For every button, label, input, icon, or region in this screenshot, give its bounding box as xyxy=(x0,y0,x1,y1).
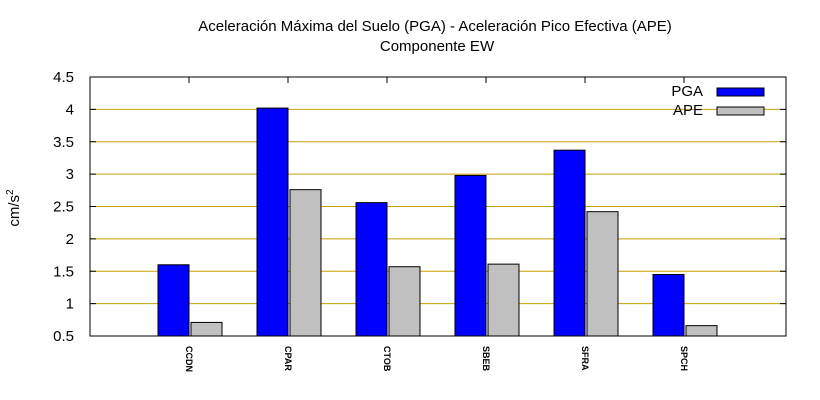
grid-lines xyxy=(90,108,786,305)
y-tick-label: 1 xyxy=(66,296,74,313)
bar-ape-sfra xyxy=(586,211,619,337)
y-axis-label: cm/s2 xyxy=(5,189,23,227)
x-tick-label: CCDN xyxy=(184,346,194,372)
bar-ape-ctob xyxy=(388,266,421,337)
y-tick-label: 4 xyxy=(66,101,74,118)
legend-swatch-ape xyxy=(716,106,765,116)
bar-pga-ccdn xyxy=(157,264,190,337)
x-tick-label: CTOB xyxy=(382,346,392,372)
legend-label-ape: APE xyxy=(673,102,703,119)
bar-pga-ctob xyxy=(355,202,388,337)
bars xyxy=(157,107,718,337)
legend-swatch-pga xyxy=(716,87,765,97)
bar-pga-cpar xyxy=(256,107,289,337)
x-tick-label: SPCH xyxy=(679,346,689,371)
y-axis: 0.5 1 1.5 2 2.5 3 3.5 4 4.5 xyxy=(53,69,786,345)
bar-pga-sbeb xyxy=(454,174,487,337)
x-axis: CCDN CPAR CTOB SBEB SFRA SPCH xyxy=(184,77,689,372)
y-tick-label: 1.5 xyxy=(53,263,74,280)
bar-pga-spch xyxy=(652,273,685,337)
bar-ape-spch xyxy=(685,325,718,337)
x-tick-label: SBEB xyxy=(481,346,491,372)
x-tick-label: CPAR xyxy=(283,346,293,371)
bar-pga-sfra xyxy=(553,149,586,337)
legend-label-pga: PGA xyxy=(671,83,703,100)
y-tick-label: 2 xyxy=(66,231,74,248)
y-tick-label: 3 xyxy=(66,166,74,183)
chart-subtitle: Componente EW xyxy=(380,38,495,55)
bar-ape-sbeb xyxy=(487,263,520,337)
bar-ape-ccdn xyxy=(190,321,223,337)
bar-ape-cpar xyxy=(289,189,322,337)
x-tick-label: SFRA xyxy=(580,346,590,371)
y-tick-label: 0.5 xyxy=(53,328,74,345)
legend: PGA APE xyxy=(671,83,765,119)
y-tick-label: 2.5 xyxy=(53,199,74,216)
chart-title: Aceleración Máxima del Suelo (PGA) - Ace… xyxy=(198,18,672,35)
y-tick-label: 4.5 xyxy=(53,69,74,86)
y-tick-label: 3.5 xyxy=(53,134,74,151)
